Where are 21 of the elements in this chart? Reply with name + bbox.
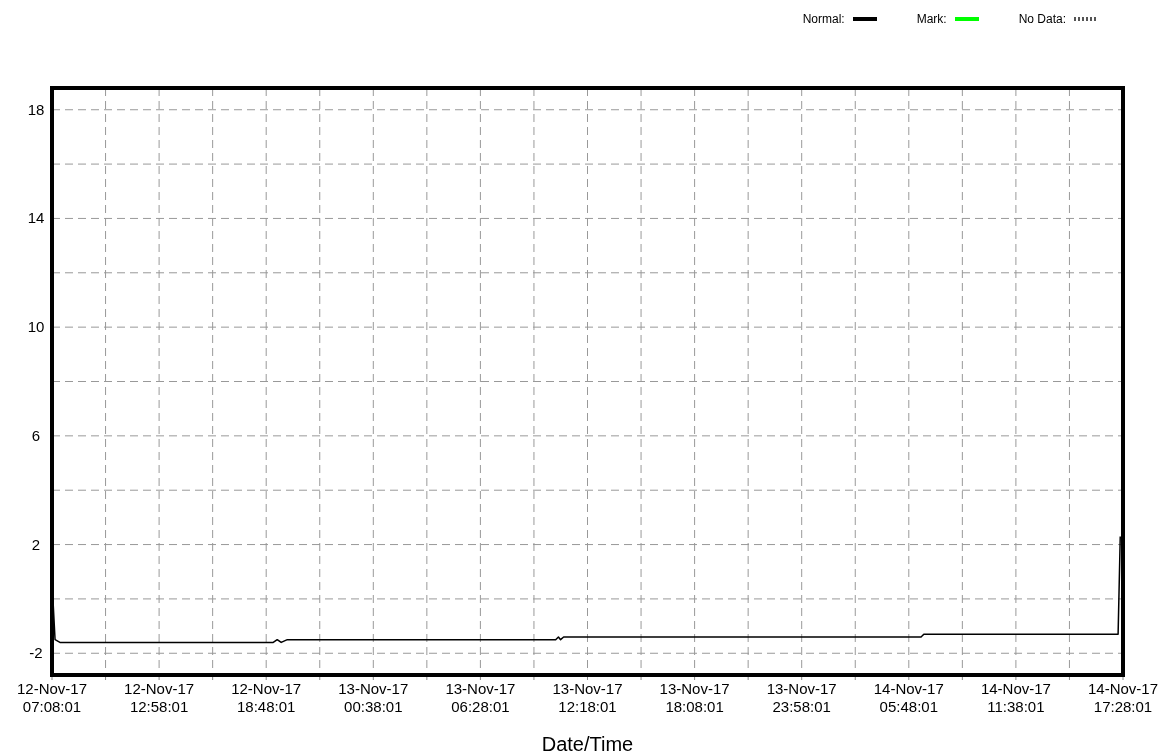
- y-tick-label: 6: [31, 426, 41, 444]
- x-tick-label: 12-Nov-17 07:08:01: [16, 680, 88, 715]
- x-tick-label: 14-Nov-17 17:28:01: [1087, 680, 1159, 715]
- legend-label: No Data:: [1018, 12, 1066, 26]
- legend-label: Mark:: [916, 12, 947, 26]
- x-tick-label: 13-Nov-17 23:58:01: [766, 680, 837, 715]
- x-tick-label: 13-Nov-17 00:38:01: [338, 680, 409, 715]
- x-tick-label: 13-Nov-17 18:08:01: [659, 680, 730, 715]
- y-tick-label: 2: [31, 535, 41, 553]
- y-tick-label: 10: [27, 318, 45, 336]
- y-tick-label: -2: [29, 644, 43, 662]
- x-tick-label: 12-Nov-17 18:48:01: [231, 680, 302, 715]
- x-tick-label: 14-Nov-17 05:48:01: [873, 680, 944, 715]
- legend-label: Normal:: [802, 12, 845, 26]
- x-axis-title: Date/Time: [541, 733, 634, 753]
- y-tick-label: 14: [27, 209, 45, 227]
- x-tick-label: 13-Nov-17 12:18:01: [552, 680, 623, 715]
- x-tick-label: 12-Nov-17 12:58:01: [124, 680, 195, 715]
- x-tick-label: 13-Nov-17 06:28:01: [445, 680, 516, 715]
- y-tick-label: 18: [27, 100, 45, 118]
- x-tick-label: 14-Nov-17 11:38:01: [980, 680, 1051, 715]
